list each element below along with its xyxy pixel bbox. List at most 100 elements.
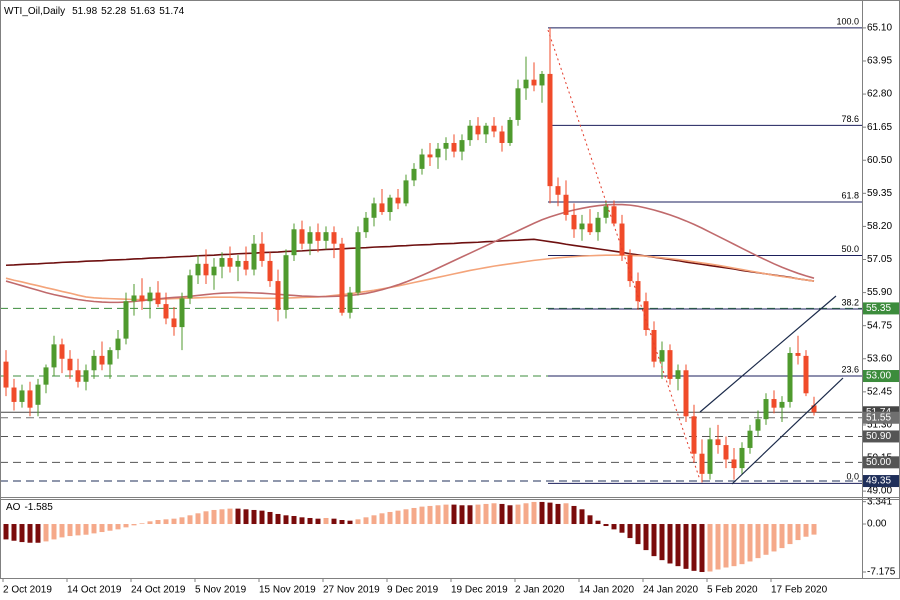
candle-body	[283, 255, 289, 310]
candle-body	[699, 453, 705, 474]
ao-bar	[355, 519, 361, 525]
last-low: 51.63	[130, 6, 155, 17]
candle-body	[163, 304, 169, 319]
ao-bar	[683, 524, 689, 569]
price-level-box	[863, 302, 900, 315]
candle-body	[547, 73, 553, 187]
last-high: 52.28	[101, 6, 126, 17]
ao-title: AO	[6, 502, 21, 513]
fib-level-label: 23.6	[841, 364, 859, 374]
candle-body	[419, 154, 425, 169]
candle-body	[435, 148, 441, 158]
ao-bar	[291, 515, 297, 525]
candle-body	[595, 217, 601, 233]
ao-bar	[779, 524, 785, 549]
mid-layer	[3, 27, 817, 573]
y-tick-label: 3.341	[867, 496, 892, 507]
candle-body	[739, 447, 745, 469]
ao-bar	[99, 524, 105, 533]
x-tick-label: 14 Jan 2020	[579, 585, 634, 596]
ao-bar	[691, 524, 697, 571]
ao-bar	[411, 507, 417, 525]
ao-bar	[675, 524, 681, 567]
ao-bar	[371, 515, 377, 525]
ao-bar	[595, 520, 601, 525]
ao-bar	[483, 503, 489, 525]
candle-body	[83, 370, 89, 382]
price-level-label: 49.35	[866, 476, 891, 487]
ao-bar	[659, 524, 665, 561]
candle-body	[651, 329, 657, 362]
candle-body	[627, 255, 633, 282]
y-tick-label: 60.50	[867, 155, 892, 166]
candle-body	[811, 405, 817, 413]
channel-lower	[731, 377, 844, 485]
candle-body	[643, 301, 649, 330]
candle-body	[619, 223, 625, 256]
ao-bar	[171, 518, 177, 525]
x-tick-label: 24 Jan 2020	[643, 585, 698, 596]
candle-body	[243, 260, 249, 270]
price-level-label: 51.55	[866, 412, 891, 423]
candle-body	[347, 292, 353, 313]
candle-body	[123, 301, 129, 339]
candle-body	[179, 298, 185, 328]
fib-level-label: 78.6	[841, 114, 859, 124]
candle-body	[715, 439, 721, 446]
candle-body	[395, 197, 401, 204]
candle-body	[579, 223, 585, 230]
ao-header: AO -1.585	[6, 502, 53, 513]
ao-bar	[3, 524, 9, 540]
candle-body	[59, 344, 65, 359]
ao-bar	[699, 524, 705, 573]
price-level-label: 53.00	[866, 371, 891, 382]
y-tick-label: 52.45	[867, 386, 892, 397]
candle-body	[667, 350, 673, 379]
candle-body	[67, 358, 73, 371]
candle-body	[515, 88, 521, 120]
candle-body	[587, 223, 593, 233]
candle-body	[675, 370, 681, 379]
ao-bar	[635, 524, 641, 545]
price-level-label: 55.35	[866, 303, 891, 314]
price-level-box	[863, 475, 900, 488]
ao-bar	[115, 524, 121, 530]
ao-bar	[531, 501, 537, 525]
ao-bar	[435, 505, 441, 525]
candle-body	[139, 295, 145, 302]
candle-body	[411, 168, 417, 181]
candle-body	[251, 243, 257, 270]
candle-body	[755, 419, 761, 431]
ao-bar	[59, 524, 65, 538]
x-tick-label: 2 Jan 2020	[515, 585, 565, 596]
candle-body	[371, 203, 377, 218]
candle-body	[91, 355, 97, 371]
ao-bar	[363, 517, 369, 525]
ao-bar	[507, 505, 513, 525]
ao-bar	[603, 524, 609, 527]
ao-bar	[219, 509, 225, 525]
ao-bar	[627, 524, 633, 539]
ao-value: -1.585	[24, 502, 53, 513]
candle-body	[747, 430, 753, 448]
ao-bar	[707, 524, 713, 572]
candle-body	[787, 353, 793, 402]
ao-bar	[275, 513, 281, 525]
ao-bar	[443, 504, 449, 525]
price-level-box	[863, 430, 900, 443]
ao-bar	[91, 524, 97, 534]
candle-body	[635, 281, 641, 302]
fib-level-label: 50.0	[841, 244, 859, 254]
candle-body	[11, 387, 17, 402]
fib-level-label: 38.2	[841, 297, 859, 307]
price-level-box	[863, 456, 900, 469]
x-tick-label: 27 Nov 2019	[323, 585, 380, 596]
candle-body	[275, 281, 281, 310]
candle-body	[611, 206, 617, 224]
candle-body	[315, 232, 321, 241]
candle-body	[459, 140, 465, 152]
candle-body	[467, 125, 473, 141]
x-tick-label: 14 Oct 2019	[67, 585, 122, 596]
